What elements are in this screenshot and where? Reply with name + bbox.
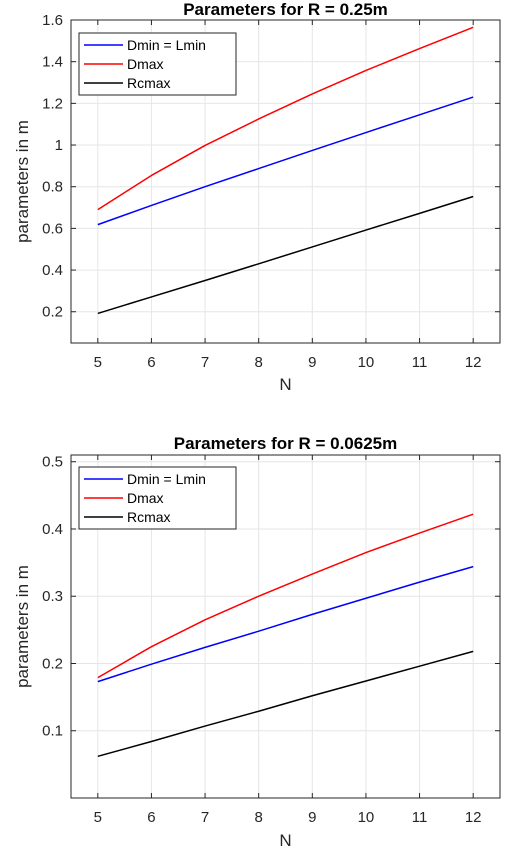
chart-1-x-tick-label: 10 (358, 354, 375, 371)
chart-1-y-tick-label: 0.4 (42, 262, 63, 279)
chart-1-legend-label: Dmax (127, 56, 164, 72)
chart-1-x-tick-label: 7 (201, 354, 209, 371)
chart-1-series-rcmax-line (97, 195, 474, 315)
chart-2-y-tick-label: 0.4 (42, 521, 63, 538)
chart-2-y-axis-label: parameters in m (13, 565, 32, 688)
chart-1-series-dmin-lmin-line (97, 96, 474, 226)
chart-2-legend-label: Rcmax (127, 509, 171, 525)
chart-2-x-tick-label: 11 (412, 809, 428, 826)
chart-2-y-tick-label: 0.1 (42, 723, 63, 740)
chart-1-x-tick-label: 9 (308, 354, 316, 371)
chart-2-x-tick-label: 10 (358, 809, 375, 826)
chart-2-series-dmax-line (97, 513, 474, 679)
chart-1-x-tick-label: 12 (465, 354, 482, 371)
chart-2-axes-box (70, 454, 501, 799)
chart-2-x-tick-label: 5 (94, 809, 102, 826)
chart-2-series-dmin-lmin-line (97, 565, 474, 683)
chart-1-title: Parameters for R = 0.25m (183, 0, 388, 19)
chart-1-legend-label: Dmin = Lmin (127, 37, 206, 53)
chart-1-y-tick-label: 1.4 (42, 54, 63, 71)
chart-1-y-tick-label: 0.8 (42, 179, 63, 196)
chart-2-x-tick-label: 9 (308, 809, 316, 826)
chart-1-axes-box (70, 19, 501, 344)
chart-2-x-tick-label: 12 (465, 809, 482, 826)
chart-1-x-tick-label: 11 (412, 354, 428, 371)
chart-2-y-tick-label: 0.5 (42, 454, 63, 471)
chart-2-title: Parameters for R = 0.0625m (174, 434, 398, 453)
chart-2-y-tick-label: 0.2 (42, 655, 63, 672)
chart-1-x-tick-label: 8 (255, 354, 263, 371)
chart-1-y-tick-label: 0.6 (42, 220, 63, 237)
chart-1-x-tick-label: 6 (147, 354, 155, 371)
chart-1-series-dmax-line (97, 26, 474, 211)
chart-2-series-rcmax-line (97, 650, 474, 758)
chart-2-x-axis-label: N (279, 831, 291, 850)
chart-2-x-tick-label: 6 (147, 809, 155, 826)
chart-2-x-tick-label: 7 (201, 809, 209, 826)
chart-1-y-tick-label: 0.2 (42, 304, 63, 321)
chart-1-x-tick-label: 5 (94, 354, 102, 371)
chart-2-x-tick-label: 8 (255, 809, 263, 826)
chart-1-y-tick-label: 1 (55, 137, 63, 154)
chart-1-y-axis-label: parameters in m (13, 120, 32, 243)
chart-1-legend-label: Rcmax (127, 75, 171, 91)
chart-2-y-tick-label: 0.3 (42, 588, 63, 605)
chart-1-y-tick-label: 1.2 (42, 95, 63, 112)
chart-2-legend-label: Dmin = Lmin (127, 471, 206, 487)
chart-1-x-axis-label: N (279, 375, 291, 394)
chart-2-legend-label: Dmax (127, 490, 164, 506)
chart-1-y-tick-label: 1.6 (42, 12, 63, 29)
